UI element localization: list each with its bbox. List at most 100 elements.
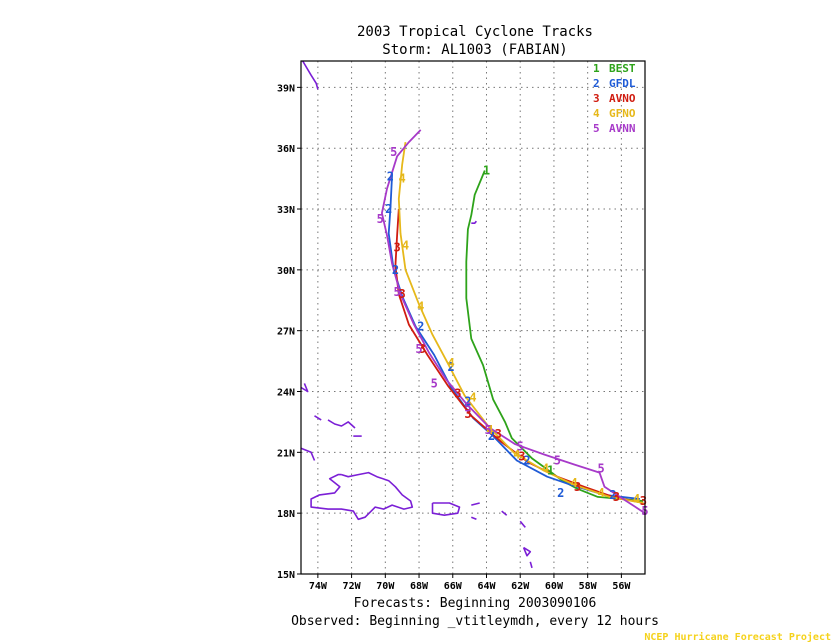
coastline: [471, 220, 478, 224]
legend-id: 3: [593, 92, 600, 105]
plot-area: 1122222222223333333333444444444445555555…: [300, 60, 649, 575]
track-marker-gfno: 4: [571, 476, 578, 490]
track-marker-gfdl: 2: [385, 202, 392, 216]
y-tick-label: 15N: [277, 570, 295, 581]
y-tick-label: 39N: [277, 83, 295, 94]
coastline: [501, 510, 508, 516]
coastline: [302, 60, 319, 90]
track-marker-avnn: 5: [464, 401, 471, 415]
coastline: [314, 415, 322, 421]
track-marker-gfdl: 2: [609, 488, 616, 502]
track-avnn: [380, 129, 646, 514]
track-marker-avnn: 5: [390, 145, 397, 159]
track-marker-avnn: 5: [517, 439, 524, 453]
track-gfdl: [387, 174, 641, 500]
track-marker-gfdl: 2: [523, 453, 530, 467]
y-tick-label: 21N: [277, 448, 295, 459]
track-marker-avnn: 5: [431, 376, 438, 390]
footer-forecasts: Forecasts: Beginning 2003090106: [354, 596, 597, 611]
track-marker-avnn: 5: [394, 285, 401, 299]
chart-subtitle: Storm: AL1003 (FABIAN): [382, 42, 567, 58]
legend-id: 4: [593, 107, 600, 120]
x-tick-label: 62W: [511, 581, 530, 592]
y-tick-label: 18N: [277, 509, 295, 520]
y-tick-label: 24N: [277, 388, 295, 399]
credit-label: NCEP Hurricane Forecast Project: [644, 631, 831, 643]
coastline: [470, 516, 477, 521]
footer-observed: Observed: Beginning _vtitleymdh, every 1…: [291, 614, 659, 629]
track-marker-avno: 3: [394, 241, 401, 255]
coastline: [471, 502, 480, 506]
track-marker-avno: 3: [464, 407, 471, 421]
x-tick-label: 64W: [477, 581, 496, 592]
coastline: [522, 546, 532, 557]
coastline: [519, 520, 526, 528]
coastline: [327, 419, 356, 429]
legend: 1 BEST 2 GFDL 3 AVNO 4 GFNO 5 AVNN: [593, 62, 636, 135]
track-marker-gfno: 4: [633, 492, 640, 506]
track-marker-avnn: 5: [554, 453, 561, 467]
track-marker-gfdl: 2: [447, 360, 454, 374]
track-marker-gfdl: 2: [464, 395, 471, 409]
coastline: [529, 561, 533, 569]
track-marker-gfno: 4: [542, 462, 549, 476]
track-marker-best: 1: [483, 163, 490, 177]
track-marker-avno: 3: [399, 287, 406, 301]
x-tick-label: 70W: [376, 581, 395, 592]
x-tick-label: 56W: [612, 581, 631, 592]
coastline: [300, 447, 316, 461]
x-tick-label: 60W: [545, 581, 564, 592]
grid-lines: [301, 61, 645, 574]
legend-id: 1: [593, 62, 600, 75]
plot-border: [300, 60, 646, 575]
track-marker-gfdl: 2: [417, 320, 424, 334]
x-axis-ticks: 74W 72W 70W 68W 66W 64W 62W 60W 58W 56W: [309, 574, 631, 592]
track-marker-avno: 3: [574, 480, 581, 494]
track-marker-avno: 3: [495, 427, 502, 441]
x-tick-label: 68W: [410, 581, 429, 592]
track-marker-gfno: 4: [598, 486, 605, 500]
legend-label: AVNN: [609, 122, 636, 135]
legend-id: 5: [593, 122, 600, 135]
coastlines: [300, 60, 533, 569]
track-marker-gfdl: 2: [392, 263, 399, 277]
legend-label: BEST: [609, 62, 636, 75]
x-tick-label: 74W: [309, 581, 328, 592]
y-tick-label: 36N: [277, 144, 295, 155]
track-marker-avno: 3: [640, 494, 647, 508]
track-gfno: [397, 141, 644, 504]
coastline: [310, 471, 414, 521]
legend-id: 2: [593, 77, 600, 90]
x-tick-label: 72W: [343, 581, 362, 592]
plot-background: [301, 61, 645, 574]
track-marker-gfno: 4: [447, 356, 454, 370]
track-marker-avnn: 5: [485, 423, 492, 437]
track-marker-gfdl: 2: [488, 429, 495, 443]
track-marker-gfno: 4: [469, 391, 476, 405]
track-marker-gfno: 4: [417, 299, 424, 313]
track-marker-gfdl: 2: [387, 170, 394, 184]
track-avno: [394, 208, 644, 504]
y-tick-label: 33N: [277, 205, 295, 216]
track-marker-avnn: 5: [415, 342, 422, 356]
x-tick-label: 66W: [444, 581, 463, 592]
track-marker-avno: 3: [419, 342, 426, 356]
y-axis-ticks: 15N 18N 21N 24N 27N 30N 33N 36N 39N: [277, 83, 301, 581]
track-marker-best: 1: [547, 464, 554, 478]
track-marker-avno: 3: [613, 490, 620, 504]
track-marker-gfno: 4: [513, 447, 520, 461]
legend-label: AVNO: [609, 92, 636, 105]
y-tick-label: 27N: [277, 327, 295, 338]
track-marker-avnn: 5: [598, 462, 605, 476]
track-marker-avnn: 5: [377, 212, 384, 226]
coastline: [300, 383, 309, 393]
track-marker-avno: 3: [454, 387, 461, 401]
track-marker-gfno: 4: [399, 172, 406, 186]
y-tick-label: 30N: [277, 266, 295, 277]
track-marker-gfdl: 2: [557, 486, 564, 500]
track-lines: [380, 129, 646, 514]
x-tick-label: 58W: [579, 581, 598, 592]
legend-label: GFNO: [609, 107, 636, 120]
coastline: [431, 502, 461, 516]
